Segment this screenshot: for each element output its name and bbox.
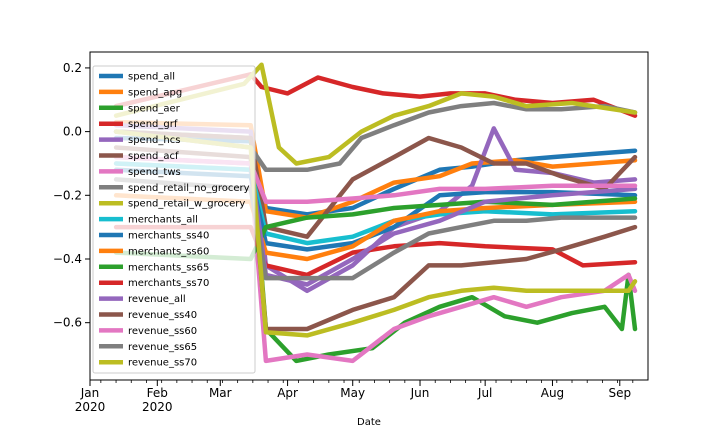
legend-entry-spend_retail_w_grocery: spend_retail_w_grocery (128, 199, 245, 210)
x-tick-label: Aug (541, 386, 564, 400)
legend-entry-merchants_ss40: merchants_ss40 (128, 231, 209, 242)
x-tick-label: Jan (80, 386, 100, 400)
legend-entry-spend_aer: spend_aer (128, 103, 181, 114)
x-axis-label: Date (357, 417, 381, 428)
series-lines (113, 62, 638, 364)
legend-entry-revenue_ss70: revenue_ss70 (128, 358, 197, 369)
series-line-revenue_ss70 (113, 129, 638, 338)
x-tick-label: May (340, 386, 365, 400)
legend-entry-revenue_ss40: revenue_ss40 (128, 310, 197, 321)
legend-entry-spend_all: spend_all (128, 72, 175, 83)
x-tick-label: Jun (410, 386, 430, 400)
series-line-spend_aer (113, 129, 638, 364)
legend-box (92, 65, 256, 374)
y-tick-label: 0.0 (63, 125, 82, 139)
plot-frame (89, 51, 649, 381)
x-tick-label: Feb (147, 386, 168, 400)
legend-entry-spend_tws: spend_tws (128, 167, 181, 178)
series-line-spend_retail_w_grocery (113, 62, 638, 166)
legend-entry-spend_grf: spend_grf (128, 119, 178, 130)
x-tick-label: Jul (477, 386, 492, 400)
y-tick-label: −0.2 (53, 188, 82, 202)
legend-entry-spend_hcs: spend_hcs (128, 135, 180, 146)
y-tick-label: 0.2 (63, 61, 82, 75)
y-tick-label: −0.4 (53, 252, 82, 266)
legend-entry-revenue_ss60: revenue_ss60 (128, 326, 197, 337)
series-line-spend_retail_no_grocery (113, 100, 638, 173)
y-tick-label: −0.6 (53, 316, 82, 330)
series-line-revenue_ss60 (113, 154, 638, 204)
legend-entry-revenue_all: revenue_all (128, 294, 186, 305)
series-line-revenue_ss65 (113, 177, 638, 281)
legend-entry-spend_apg: spend_apg (128, 87, 182, 98)
x-tick-sublabel: 2020 (142, 400, 173, 414)
x-tick-label: Mar (209, 386, 232, 400)
legend-entry-merchants_all: merchants_all (128, 215, 198, 226)
legend-entry-spend_acf: spend_acf (128, 151, 179, 162)
legend-entry-merchants_ss70: merchants_ss70 (128, 278, 209, 289)
x-tick-sublabel: 2020 (75, 400, 106, 414)
legend-entry-spend_retail_no_grocery: spend_retail_no_grocery (128, 183, 250, 194)
x-tick-label: Apr (277, 386, 298, 400)
legend-entry-revenue_ss65: revenue_ss65 (128, 342, 197, 353)
legend: spend_all spend_apg spend_aer spend_grfspen… (92, 65, 256, 374)
x-tick-label: Sep (608, 386, 631, 400)
legend-entry-merchants_ss60: merchants_ss60 (128, 246, 209, 257)
legend-entry-merchants_ss65: merchants_ss65 (128, 262, 209, 273)
y-axis: 0.2 0.0 −0.2 −0.4 −0.6 (53, 61, 90, 330)
